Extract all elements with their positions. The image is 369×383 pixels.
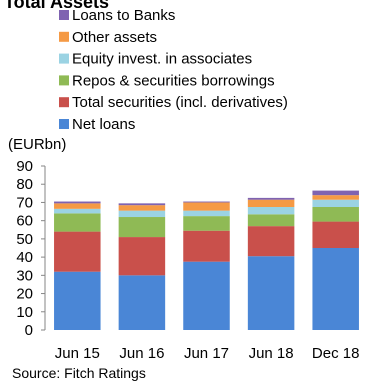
bar-segment xyxy=(248,198,295,200)
y-tick-label: 0 xyxy=(25,322,33,339)
x-tick-label: Dec 18 xyxy=(312,345,360,362)
bar-segment xyxy=(312,222,359,248)
y-tick-label: 90 xyxy=(16,158,33,175)
bar-segment xyxy=(183,211,230,216)
legend-label: Loans to Banks xyxy=(72,7,175,24)
y-tick-label: 10 xyxy=(16,304,33,321)
bar-segment xyxy=(312,207,359,222)
bar-segment xyxy=(54,232,101,272)
x-tick-label: Jun 15 xyxy=(55,345,100,362)
bar-segment xyxy=(312,191,359,196)
legend-swatch xyxy=(59,32,69,42)
legend-label: Net loans xyxy=(72,116,135,133)
unit-label: (EURbn) xyxy=(8,136,66,153)
bar-segment xyxy=(183,202,230,203)
y-tick-label: 70 xyxy=(16,194,33,211)
bar-segment xyxy=(312,195,359,200)
bar-segment xyxy=(183,202,230,210)
source-note: Source: Fitch Ratings xyxy=(12,365,146,381)
legend: Loans to Banks Other assets Equity invest.… xyxy=(59,7,288,133)
y-tick-label: 40 xyxy=(16,249,33,266)
x-tick-label: Jun 16 xyxy=(119,345,164,362)
bar-segment xyxy=(183,262,230,330)
legend-swatch xyxy=(59,54,69,64)
bar-segment xyxy=(119,211,166,217)
bar-segment xyxy=(248,226,295,256)
legend-swatch xyxy=(59,75,69,85)
bar-segment xyxy=(54,213,101,231)
bar-segment xyxy=(248,200,295,207)
bar-segment xyxy=(312,248,359,330)
y-tick-label: 30 xyxy=(16,267,33,284)
legend-label: Equity invest. in associates xyxy=(72,51,252,68)
bar-segment xyxy=(119,205,166,210)
bars xyxy=(54,191,359,330)
y-tick-label: 80 xyxy=(16,176,33,193)
bar-segment xyxy=(248,256,295,330)
bar-segment xyxy=(248,207,295,214)
bar-segment xyxy=(54,272,101,330)
bar-segment xyxy=(119,217,166,237)
bar-segment xyxy=(119,237,166,275)
y-tick-label: 20 xyxy=(16,286,33,303)
bar-segment xyxy=(54,209,101,214)
legend-label: Other assets xyxy=(72,29,157,46)
x-axis: Jun 15 Jun 16 Jun 17 Jun 18 Dec 18 xyxy=(55,345,360,362)
bar-segment xyxy=(119,275,166,330)
legend-label: Repos & securities borrowings xyxy=(72,72,275,89)
legend-swatch xyxy=(59,97,69,107)
bar-segment xyxy=(54,202,101,204)
bar-segment xyxy=(248,214,295,226)
bar-segment xyxy=(119,203,166,205)
bar-segment xyxy=(312,200,359,207)
y-tick-label: 50 xyxy=(16,231,33,248)
legend-swatch xyxy=(59,10,69,20)
x-tick-label: Jun 18 xyxy=(249,345,294,362)
y-tick-label: 60 xyxy=(16,213,33,230)
bar-segment xyxy=(183,216,230,231)
legend-label: Total securities (incl. derivatives) xyxy=(72,94,288,111)
legend-swatch xyxy=(59,119,69,129)
bar-segment xyxy=(54,203,101,208)
x-tick-label: Jun 17 xyxy=(184,345,229,362)
bar-segment xyxy=(183,231,230,262)
